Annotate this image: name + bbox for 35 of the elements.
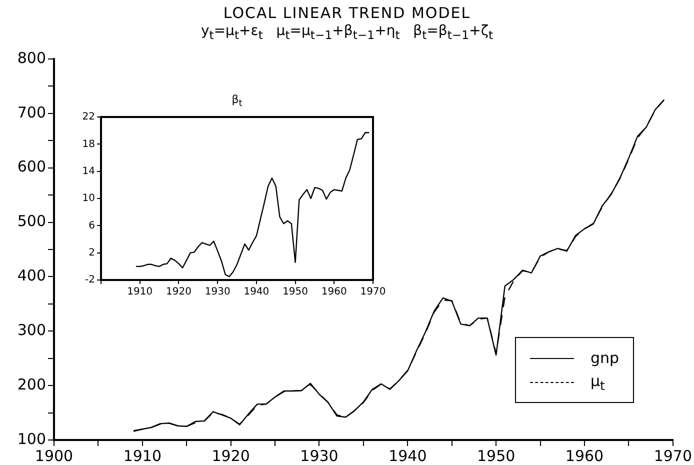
x-tick-label: 1940: [244, 286, 270, 298]
y-tick-label: 2: [88, 247, 95, 258]
y-tick-label: 400: [17, 266, 46, 285]
y-tick-label: 300: [17, 321, 46, 340]
x-tick-label: 1950: [282, 286, 308, 298]
x-tick-label: 1930: [300, 446, 338, 465]
x-tick-label: 1900: [34, 446, 74, 465]
x-tick-label: 1960: [565, 446, 604, 465]
x-tick-label: 1920: [166, 286, 192, 298]
legend-label: gnp: [590, 349, 619, 367]
x-tick-label: 1910: [127, 286, 153, 298]
y-tick-label: 800: [17, 48, 46, 67]
y-tick-label: 100: [17, 430, 46, 448]
y-tick-label: 600: [17, 158, 46, 176]
y-tick-label: 10: [82, 193, 95, 204]
legend-label: μ$_{t}$: [590, 372, 605, 392]
x-tick-label: 1940: [388, 446, 427, 465]
y-tick-label: 14: [82, 166, 95, 177]
x-tick-label: 1970: [360, 286, 386, 298]
x-tick-label: 1950: [476, 446, 516, 465]
chart-title: LOCAL LINEAR TREND MODEL: [222, 4, 472, 22]
x-tick-label: 1920: [212, 446, 250, 465]
text: y$_{t}$=μ$_{t}$+ε$_{t}$ μ$_{t}$=μ$_{t−1}$+β$_{t−1}$+η$_{t}$ β$_{t}$=β$_{t−1}$+ζ$_{t}$: [200, 23, 494, 42]
x-tick-label: 1970: [654, 446, 692, 465]
y-tick-label: 200: [17, 375, 46, 394]
y-tick-label: 18: [82, 138, 95, 150]
x-tick-label: 1910: [123, 446, 162, 465]
y-tick-label: 700: [17, 103, 46, 122]
y-tick-label: 500: [17, 212, 46, 230]
chart-title: β$_{t}$: [230, 93, 244, 110]
y-tick-label: 22: [82, 112, 95, 123]
x-tick-label: 1960: [321, 286, 347, 298]
y-tick-label: -2: [85, 274, 95, 286]
x-tick-label: 1930: [204, 286, 230, 298]
y-tick-label: 6: [88, 220, 95, 232]
